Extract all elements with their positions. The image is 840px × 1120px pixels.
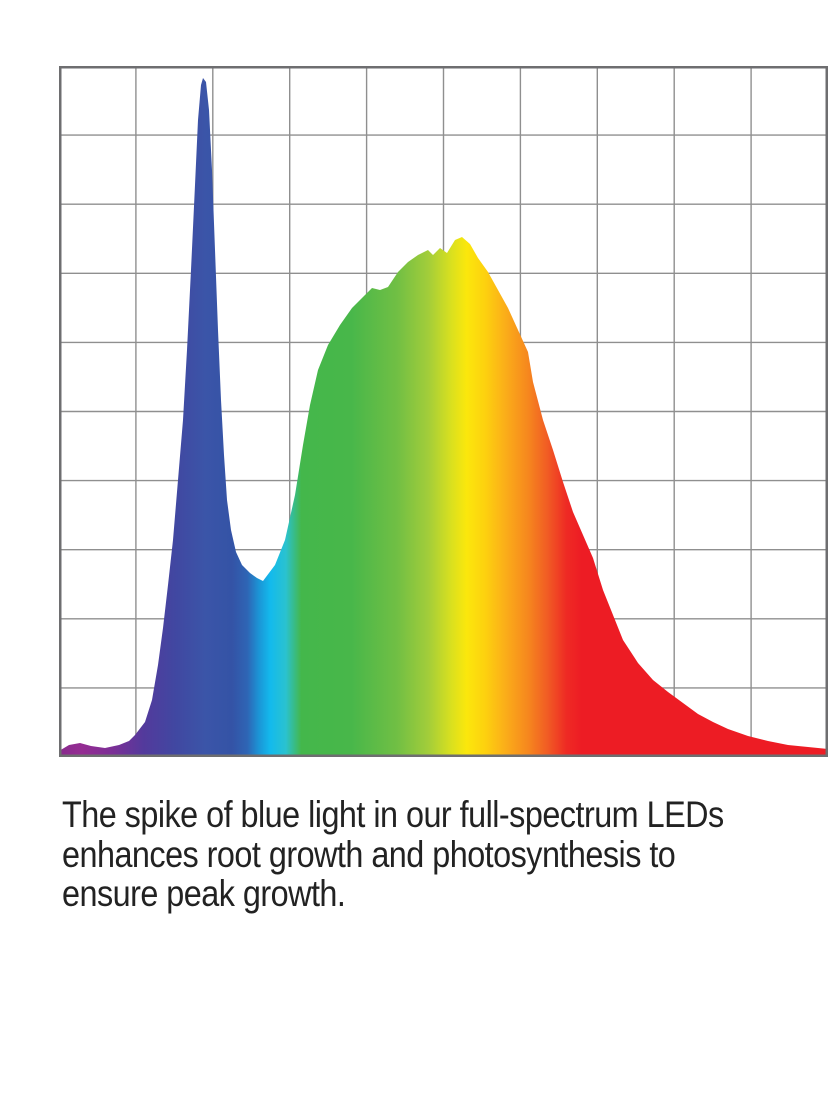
caption: The spike of blue light in our full-spec…	[62, 795, 724, 914]
spectrum-chart	[59, 66, 828, 757]
spectrum-area	[59, 78, 828, 757]
chart-border	[59, 66, 828, 757]
caption-line-3: ensure peak growth.	[62, 873, 346, 914]
spectrum-chart-svg	[59, 66, 828, 757]
caption-line-2: enhances root growth and photosynthesis …	[62, 833, 676, 875]
caption-line-1: The spike of blue light in our full-spec…	[62, 794, 724, 835]
